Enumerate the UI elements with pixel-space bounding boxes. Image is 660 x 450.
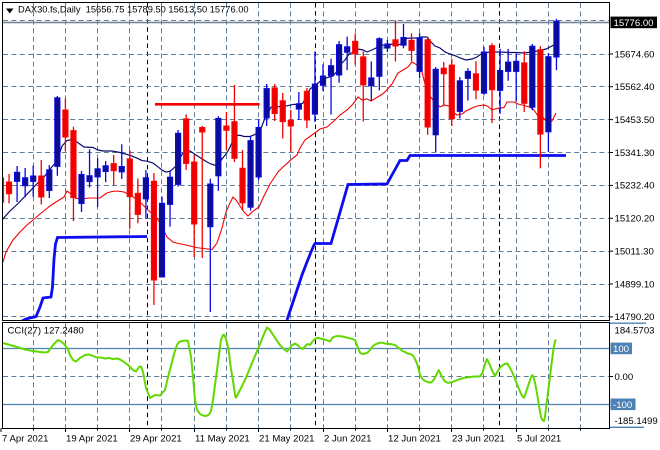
svg-text:15232.40: 15232.40 (615, 181, 655, 192)
svg-text:19 Apr 2021: 19 Apr 2021 (66, 434, 118, 445)
svg-text:11 May 2021: 11 May 2021 (195, 434, 250, 445)
svg-text:14790.20: 14790.20 (615, 312, 655, 323)
svg-text:15453.50: 15453.50 (615, 115, 655, 126)
svg-text:2 Jun 2021: 2 Jun 2021 (324, 434, 371, 445)
svg-text:5 Jul 2021: 5 Jul 2021 (517, 434, 561, 445)
svg-text:100: 100 (613, 344, 629, 355)
svg-text:7 Apr 2021: 7 Apr 2021 (2, 434, 48, 445)
svg-text:23 Jun 2021: 23 Jun 2021 (452, 434, 505, 445)
svg-text:-185.1499: -185.1499 (615, 416, 658, 427)
svg-text:184.5703: 184.5703 (615, 325, 655, 336)
svg-text:14899.10: 14899.10 (615, 279, 655, 290)
svg-text:21 May 2021: 21 May 2021 (259, 434, 314, 445)
svg-text:12 Jun 2021: 12 Jun 2021 (388, 434, 441, 445)
svg-text:CCI(27) 127.2480: CCI(27) 127.2480 (8, 325, 84, 336)
svg-text:15011.30: 15011.30 (615, 247, 654, 258)
svg-text:29 Apr 2021: 29 Apr 2021 (130, 434, 182, 445)
svg-text:15562.40: 15562.40 (615, 82, 655, 93)
svg-text:15120.20: 15120.20 (615, 214, 655, 225)
svg-text:15341.30: 15341.30 (615, 148, 655, 159)
svg-text:-100: -100 (613, 400, 632, 411)
svg-text:15776.00: 15776.00 (614, 18, 654, 29)
svg-text:15674.60: 15674.60 (615, 49, 655, 60)
svg-text:0.00: 0.00 (615, 372, 634, 383)
svg-text:DAX30.fs,Daily 15656.75 15789: DAX30.fs,Daily 15656.75 15789.50 15613,5… (18, 5, 249, 15)
